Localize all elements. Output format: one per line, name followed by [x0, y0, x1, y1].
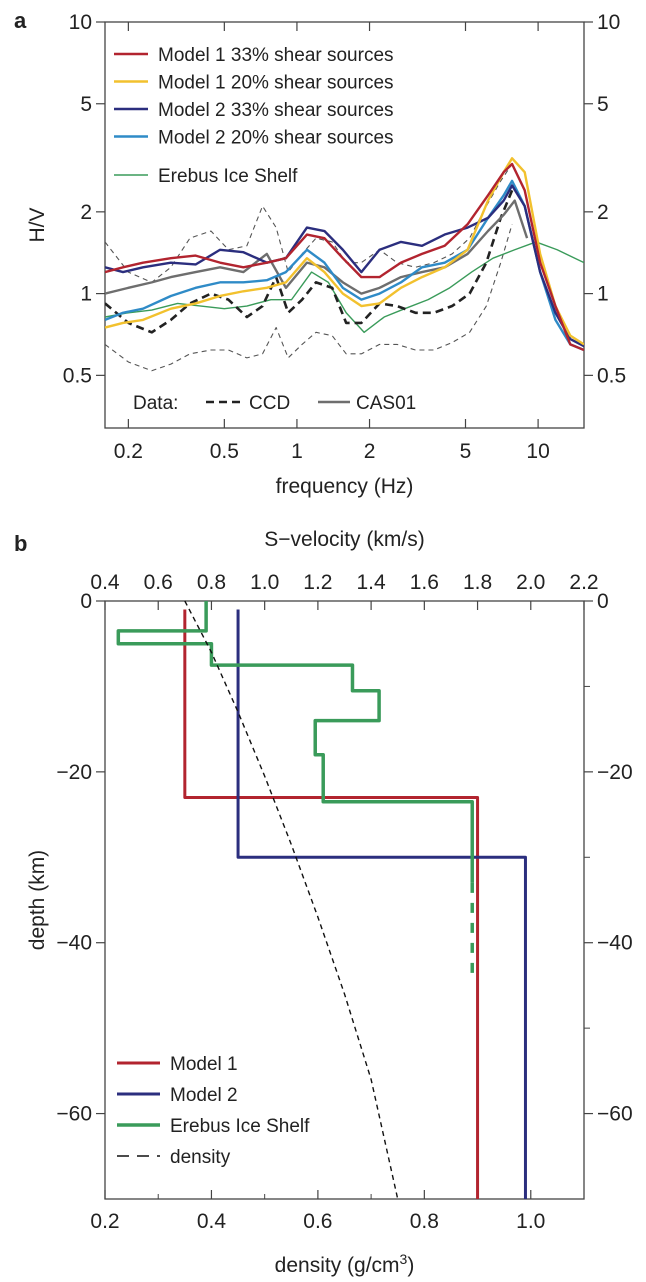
bottom-x-tick-label: 0.4 [197, 1210, 227, 1233]
legend-label: Erebus Ice Shelf [170, 1116, 310, 1137]
y-tick-label: 0.5 [63, 364, 92, 387]
y-tick-label-right: 5 [597, 93, 609, 116]
bottom-x-axis-title: density (g/cm3) [275, 1251, 415, 1277]
x-axis-title: frequency (Hz) [276, 475, 414, 498]
series-line [116, 601, 474, 883]
series-line [105, 199, 529, 295]
bottom-x-tick-label: 0.8 [410, 1210, 439, 1233]
series-line [184, 600, 399, 1200]
series-line [105, 179, 584, 352]
series-line [105, 163, 513, 283]
x-tick-label: 1 [291, 440, 303, 463]
plot-area [116, 600, 527, 1200]
top-x-tick-label: 1.6 [410, 571, 439, 594]
x-tick-label: 2 [364, 440, 376, 463]
x-tick-label: 0.5 [210, 440, 239, 463]
top-x-tick-label: 2.0 [516, 571, 545, 594]
series-line [183, 609, 480, 1199]
y-tick-label-right: 2 [597, 201, 609, 224]
legend-label: Model 2 [170, 1085, 238, 1106]
panel-a: a 0.2 0.5 1 2 5 10 0.5 0.5 1 1 2 2 5 5 10 10 frequency (H… [14, 8, 626, 498]
y-tick-label: −60 [56, 1103, 92, 1126]
legend-label: Model 2 33% shear sources [158, 100, 394, 121]
top-x-tick-label: 1.4 [357, 571, 387, 594]
y-tick-label-right: −20 [597, 761, 633, 784]
bottom-x-axis-title-main: density (g/cm [275, 1254, 400, 1277]
legend-label: density [170, 1147, 231, 1168]
y-tick-label: 5 [80, 93, 92, 116]
series-line [105, 162, 584, 352]
top-x-tick-label: 1.8 [463, 571, 492, 594]
top-x-tick-label: 1.2 [303, 571, 332, 594]
legend: Model 1 Model 2 Erebus Ice Shelf density [117, 1054, 310, 1168]
y-tick-label: −40 [56, 932, 92, 955]
y-tick-label: −20 [56, 761, 92, 784]
top-x-tick-label: 0.6 [144, 571, 173, 594]
legend-label: Model 2 20% shear sources [158, 128, 394, 149]
data-legend-prefix: Data: [133, 393, 178, 414]
series-line [105, 157, 584, 346]
top-x-tick-label: 0.4 [90, 571, 120, 594]
series-line [105, 184, 584, 348]
panel-letter-b: b [14, 531, 27, 556]
legend: Model 1 33% shear sources Model 1 20% she… [114, 45, 394, 187]
legend-label: Erebus Ice Shelf [158, 166, 298, 187]
top-x-axis-title: S−velocity (km/s) [264, 528, 424, 551]
x-tick-label: 5 [460, 440, 472, 463]
y-tick-label-right: 0 [597, 590, 609, 613]
y-tick-label-right: 0.5 [597, 364, 626, 387]
legend-label: Model 1 20% shear sources [158, 73, 394, 94]
bottom-x-tick-label: 0.2 [90, 1210, 119, 1233]
y-tick-label-right: −40 [597, 932, 633, 955]
y-axis-title: depth (km) [26, 850, 49, 950]
bottom-x-tick-label: 0.6 [303, 1210, 332, 1233]
legend-label: Model 1 33% shear sources [158, 45, 394, 66]
bottom-x-axis-title-end: ) [407, 1254, 414, 1277]
y-tick-label-right: 1 [597, 283, 609, 306]
series-line [105, 224, 513, 372]
top-x-tick-label: 2.2 [569, 571, 598, 594]
y-tick-label-right: 10 [597, 11, 620, 34]
panel-letter-a: a [14, 8, 27, 33]
y-tick-label-right: −60 [597, 1103, 633, 1126]
panel-b: b S−velocity (km/s) 0.4 0.6 0.8 1.0 1.2 1.4 1.6 1… [14, 528, 633, 1277]
bottom-x-tick-label: 1.0 [516, 1210, 545, 1233]
legend-label: CCD [249, 393, 290, 414]
legend-label: CAS01 [356, 393, 416, 414]
x-tick-label: 0.2 [114, 440, 143, 463]
y-tick-label: 10 [69, 11, 92, 34]
series-line [105, 189, 514, 334]
top-x-tick-label: 0.8 [197, 571, 226, 594]
top-x-tick-label: 1.0 [250, 571, 279, 594]
y-tick-label: 2 [80, 201, 92, 224]
data-legend: Data: CCD CAS01 [133, 393, 416, 414]
plot-area [105, 157, 584, 372]
y-tick-label: 1 [80, 283, 92, 306]
y-tick-label: 0 [80, 590, 92, 613]
plot-frame [104, 21, 585, 429]
plot-frame [104, 600, 585, 1200]
y-axis-title: H/V [26, 207, 49, 242]
series-line [236, 609, 527, 1199]
legend-label: Model 1 [170, 1054, 238, 1075]
bottom-x-axis-title-sup: 3 [400, 1251, 408, 1267]
x-tick-label: 10 [526, 440, 549, 463]
